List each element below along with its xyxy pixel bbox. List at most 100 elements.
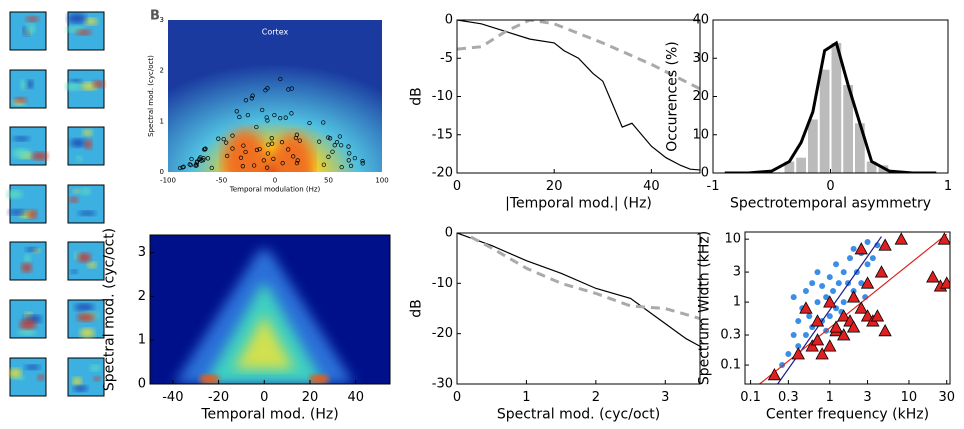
image-dot [271, 156, 276, 162]
hist-bar [796, 157, 806, 173]
x-tick-label: 0.3 [778, 390, 799, 405]
annotation: Cortex [262, 28, 289, 37]
y-tick-label: 1 [733, 295, 741, 310]
y-tick-label: -20 [432, 326, 453, 341]
axes-frame [744, 231, 951, 385]
dot-marker [850, 245, 857, 252]
rf-tile [9, 11, 47, 51]
x-tick-label: 3 [661, 390, 669, 405]
tile-blob [69, 197, 79, 203]
plot-area [724, 40, 937, 173]
line [457, 20, 700, 91]
image-bg [168, 20, 382, 172]
y-tick-label: 0 [445, 13, 453, 28]
tile-blob [19, 319, 37, 330]
image-dot [243, 149, 248, 155]
y-tick-label: 2 [160, 67, 164, 75]
triangle-marker [823, 295, 837, 308]
image-dot [278, 76, 283, 82]
tile-blob [76, 313, 96, 322]
x-axis-label: |Temporal mod.| (Hz) [505, 196, 652, 212]
triangle-marker [860, 309, 875, 322]
triangle-marker [837, 309, 851, 322]
dot-marker [864, 261, 871, 268]
dot-marker [809, 280, 816, 287]
image-dot [202, 147, 208, 152]
image-hot [273, 134, 313, 172]
tile-blob [92, 80, 105, 88]
image-dot [326, 135, 331, 140]
triangle-marker [878, 323, 892, 337]
image-dot [280, 161, 285, 166]
triangle-marker [870, 309, 885, 322]
x-tick-label: 1 [944, 179, 952, 194]
tile-blob [21, 262, 33, 273]
dot-marker [802, 288, 809, 295]
triangle-marker [837, 328, 851, 341]
image-dot [297, 138, 302, 143]
y-axis-label: Spectrum Width (kHz) [697, 231, 713, 385]
image-dot [334, 140, 340, 145]
axes-frame [149, 234, 391, 385]
triangle-marker [854, 242, 868, 255]
triangle-marker [829, 320, 843, 333]
x-tick-label: 0 [453, 390, 461, 405]
tile-blob [6, 190, 23, 199]
triangle-marker [810, 333, 825, 346]
y-tick-label: -30 [432, 377, 453, 392]
image-dot [339, 143, 344, 148]
plot-area [150, 235, 390, 384]
line [457, 20, 700, 171]
triangle-marker [860, 276, 875, 289]
tile-blob [70, 269, 78, 274]
rf-tile [9, 126, 49, 166]
image-hot [223, 130, 267, 172]
rf-tile [6, 184, 47, 224]
image-dot [230, 146, 235, 151]
x-axis-label: Spectral mod. (cyc/oct) [497, 407, 660, 423]
image-dot [254, 124, 259, 130]
x-tick-label: -20 [208, 390, 229, 405]
line [777, 236, 882, 384]
y-tick-label: 10 [692, 127, 709, 142]
axes-frame [712, 19, 949, 174]
y-axis-label: Occurences (%) [665, 41, 681, 152]
image-dot [326, 154, 331, 159]
image-dot [261, 158, 266, 163]
image-dot [177, 165, 183, 171]
tile-blob [17, 328, 37, 336]
image-dot [339, 164, 344, 170]
image-dot [283, 115, 288, 120]
image-dot [294, 132, 300, 137]
image-dot [346, 158, 351, 163]
image-dot [216, 136, 221, 141]
image-dot [321, 162, 327, 167]
y-axis-label: dB [409, 87, 425, 106]
triangle-marker [791, 347, 805, 360]
triangle-marker [810, 314, 825, 327]
tile-blob [93, 376, 101, 382]
x-axis-label: Temporal mod. (Hz) [200, 407, 338, 423]
y-tick-label: 0 [138, 377, 146, 392]
x-axis-label: Center frequency (kHz) [766, 407, 929, 423]
x-tick-label: -40 [162, 390, 183, 405]
hist-bar [843, 85, 853, 173]
image-dot [321, 120, 326, 125]
tile-blob [89, 364, 101, 372]
tile-blob [70, 138, 86, 148]
dot-marker [823, 294, 830, 301]
plot-area [759, 232, 950, 384]
y-tick-label: 0 [160, 168, 164, 176]
tile-blob [27, 209, 38, 219]
rf-tile [67, 184, 105, 224]
dot-marker [835, 280, 842, 287]
image-dot [307, 120, 312, 126]
tile-blob [25, 247, 38, 252]
x-tick-label: -50 [216, 176, 227, 184]
y-tick-label: 40 [692, 13, 709, 28]
image-dot [332, 143, 337, 148]
x-tick-label: 0 [273, 176, 277, 184]
image-dot [180, 165, 185, 170]
image-dot [189, 156, 194, 162]
